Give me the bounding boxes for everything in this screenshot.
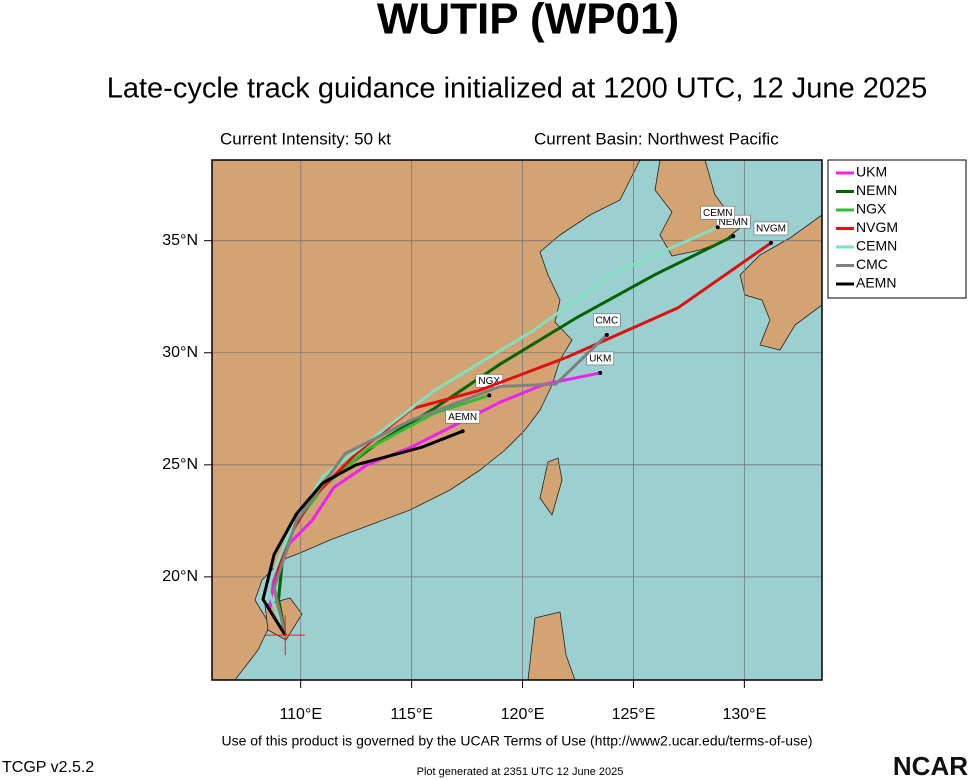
version: TCGP v2.5.2 bbox=[2, 759, 94, 776]
tracks: UKM NEMN NGX NVGM CEMN CMC AEMN bbox=[261, 205, 789, 656]
track-end bbox=[768, 240, 773, 245]
x-tick-label: 115°E bbox=[390, 706, 433, 723]
end-label-box bbox=[445, 409, 480, 424]
subtitle: Late-cycle track guidance initialized at… bbox=[107, 73, 928, 105]
x-tick-label: 120°E bbox=[501, 706, 545, 723]
taiwan bbox=[539, 457, 563, 516]
track-end bbox=[598, 370, 603, 375]
initial-position bbox=[265, 615, 306, 656]
legend-label: CEMN bbox=[856, 238, 897, 254]
axes: 110°E 115°E 120°E 125°E 130°E 20°N 25°N 30°N 35°… bbox=[162, 232, 766, 723]
end-label-box bbox=[700, 205, 736, 220]
end-label-box bbox=[586, 351, 614, 366]
track-end bbox=[487, 393, 492, 398]
end-label: CEMN bbox=[703, 208, 732, 219]
legend: UKM NEMN NGX NVGM CEMN CMC AEMN bbox=[827, 159, 967, 299]
end-label: CMC bbox=[595, 315, 618, 326]
title: WUTIP (WP01) bbox=[377, 0, 679, 44]
map-border bbox=[211, 159, 823, 681]
luzon bbox=[527, 611, 576, 680]
track bbox=[272, 333, 608, 636]
map: UKM NEMN NGX NVGM CEMN CMC AEMN bbox=[212, 160, 822, 680]
end-label-box bbox=[593, 313, 621, 328]
mainland bbox=[212, 160, 641, 680]
track-end bbox=[715, 225, 720, 230]
legend-label: NVGM bbox=[856, 219, 898, 235]
track bbox=[261, 429, 464, 636]
end-label: NVGM bbox=[756, 224, 786, 235]
end-label: NGX bbox=[478, 376, 500, 387]
end-label: NEMN bbox=[719, 217, 748, 228]
x-tick-label: 110°E bbox=[279, 706, 322, 723]
legend-label: NEMN bbox=[856, 182, 897, 198]
y-tick-label: 35°N bbox=[162, 232, 198, 249]
track-end bbox=[604, 332, 609, 337]
generated: Plot generated at 2351 UTC 12 June 2025 bbox=[417, 766, 624, 778]
land bbox=[212, 160, 822, 680]
y-tick-label: 25°N bbox=[162, 456, 198, 473]
logo: NCAR bbox=[893, 751, 968, 780]
intensity: Current Intensity: 50 kt bbox=[220, 129, 391, 148]
end-label: AEMN bbox=[448, 412, 477, 423]
y-tick-label: 20°N bbox=[162, 568, 198, 585]
basin: Current Basin: Northwest Pacific bbox=[534, 129, 779, 148]
x-tick-label: 125°E bbox=[612, 706, 656, 723]
legend-label: NGX bbox=[856, 201, 887, 217]
end-label: UKM bbox=[589, 354, 611, 365]
end-label-box bbox=[753, 221, 789, 236]
korea bbox=[654, 160, 741, 257]
terms: Use of this product is governed by the U… bbox=[221, 733, 812, 749]
legend-label: CMC bbox=[856, 256, 888, 272]
japan bbox=[739, 214, 822, 351]
track-end bbox=[460, 429, 465, 434]
track-end bbox=[731, 234, 736, 239]
y-tick-label: 30°N bbox=[162, 344, 198, 361]
legend-label: AEMN bbox=[856, 275, 896, 291]
legend-label: UKM bbox=[856, 164, 887, 180]
x-tick-label: 130°E bbox=[722, 706, 766, 723]
track bbox=[268, 371, 601, 636]
